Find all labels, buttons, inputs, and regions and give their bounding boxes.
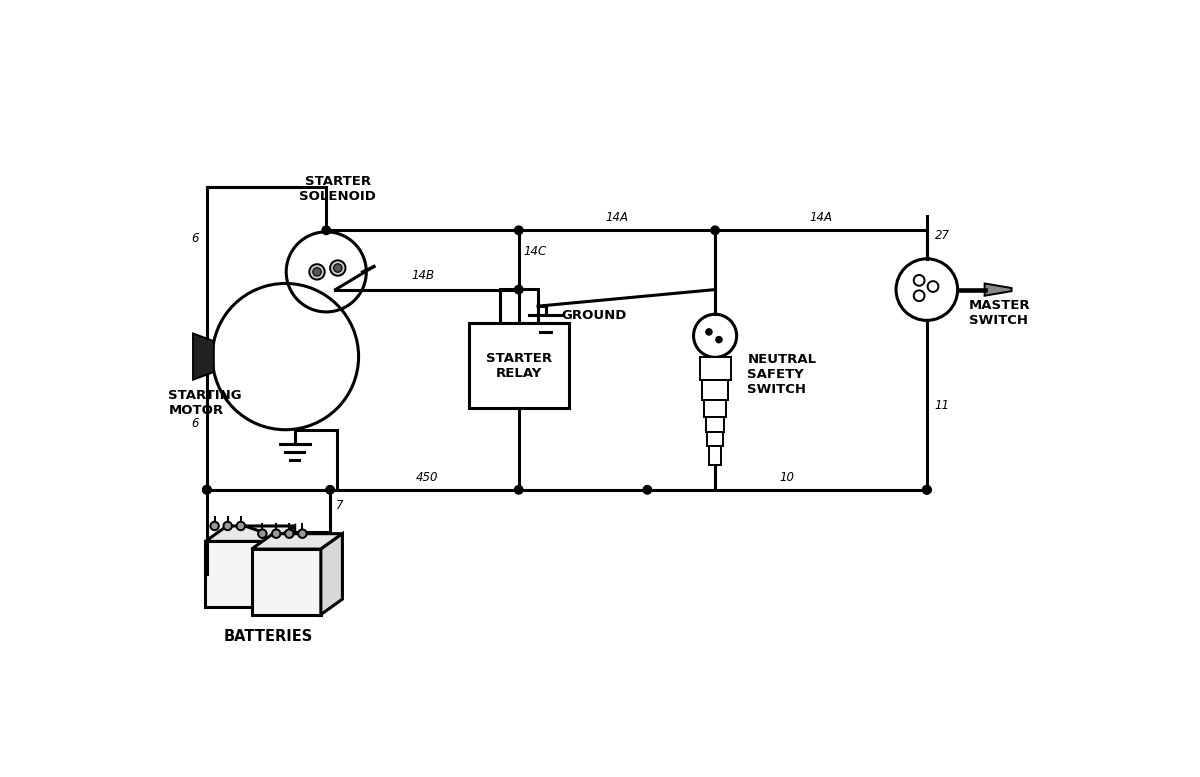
FancyBboxPatch shape (709, 446, 721, 465)
Circle shape (310, 264, 325, 280)
Text: STARTER
RELAY: STARTER RELAY (486, 352, 552, 380)
Circle shape (515, 226, 523, 235)
Text: 450: 450 (416, 471, 438, 483)
Circle shape (923, 486, 931, 494)
Text: 14A: 14A (606, 211, 629, 224)
Text: 14A: 14A (810, 211, 833, 224)
Circle shape (515, 486, 523, 494)
Text: 14B: 14B (410, 269, 434, 282)
Circle shape (258, 529, 266, 538)
Text: BATTERIES: BATTERIES (224, 629, 313, 643)
Text: 6: 6 (192, 232, 199, 245)
Polygon shape (252, 534, 342, 549)
Circle shape (322, 226, 330, 235)
Text: 6: 6 (192, 416, 199, 430)
Circle shape (223, 521, 232, 530)
Polygon shape (193, 333, 214, 380)
Circle shape (313, 267, 322, 276)
Text: 14C: 14C (523, 246, 547, 259)
Circle shape (710, 226, 719, 235)
FancyBboxPatch shape (702, 381, 728, 399)
Circle shape (694, 314, 737, 357)
Circle shape (706, 329, 712, 335)
FancyBboxPatch shape (706, 416, 725, 432)
Circle shape (643, 486, 652, 494)
FancyBboxPatch shape (252, 549, 320, 615)
Circle shape (272, 529, 281, 538)
Circle shape (716, 336, 722, 343)
Text: 10: 10 (780, 471, 794, 483)
Circle shape (236, 521, 245, 530)
Circle shape (923, 486, 931, 494)
Circle shape (913, 291, 924, 301)
Text: STARTING
MOTOR: STARTING MOTOR (168, 388, 242, 416)
Circle shape (203, 486, 211, 494)
Text: STARTER
SOLENOID: STARTER SOLENOID (299, 176, 377, 204)
Text: 27: 27 (935, 229, 949, 242)
FancyBboxPatch shape (708, 432, 722, 446)
Circle shape (330, 260, 346, 276)
Circle shape (913, 275, 924, 286)
Text: GROUND: GROUND (562, 309, 626, 322)
Polygon shape (985, 284, 1012, 296)
FancyBboxPatch shape (205, 542, 274, 607)
Circle shape (334, 264, 342, 272)
Polygon shape (205, 526, 295, 542)
Circle shape (326, 486, 335, 494)
Text: NEUTRAL
SAFETY
SWITCH: NEUTRAL SAFETY SWITCH (748, 353, 816, 395)
Circle shape (286, 529, 294, 538)
Text: 11: 11 (935, 399, 949, 412)
Circle shape (515, 285, 523, 294)
Polygon shape (274, 526, 295, 607)
Circle shape (298, 529, 307, 538)
FancyBboxPatch shape (469, 323, 569, 408)
Circle shape (928, 281, 938, 292)
FancyBboxPatch shape (704, 399, 726, 416)
Polygon shape (320, 534, 342, 615)
Circle shape (210, 521, 218, 530)
Text: MASTER
SWITCH: MASTER SWITCH (970, 298, 1031, 326)
Circle shape (203, 486, 211, 494)
Text: 7: 7 (336, 500, 343, 513)
Circle shape (896, 259, 958, 320)
FancyBboxPatch shape (499, 289, 538, 323)
FancyBboxPatch shape (700, 357, 731, 381)
